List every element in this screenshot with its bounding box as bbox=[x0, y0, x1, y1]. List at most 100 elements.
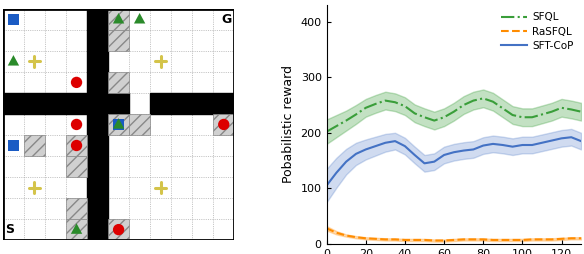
SFT-CoP bbox=[382, 141, 389, 144]
Bar bbox=[66, 93, 87, 114]
SFT-CoP bbox=[362, 148, 369, 151]
SFQL bbox=[440, 116, 447, 119]
SFQL bbox=[529, 116, 536, 119]
Bar bbox=[87, 51, 108, 72]
Circle shape bbox=[71, 140, 82, 151]
Bar bbox=[213, 114, 234, 135]
Circle shape bbox=[218, 119, 230, 130]
RaSFQL bbox=[372, 237, 379, 240]
RaSFQL bbox=[460, 238, 467, 241]
SFT-CoP bbox=[548, 139, 555, 142]
Bar bbox=[108, 30, 129, 51]
Bar bbox=[66, 198, 87, 219]
Bar bbox=[108, 219, 129, 240]
SFQL bbox=[343, 119, 350, 122]
SFQL bbox=[431, 119, 438, 122]
SFQL bbox=[323, 130, 330, 133]
SFT-CoP bbox=[450, 151, 457, 154]
Bar bbox=[213, 93, 234, 114]
SFQL bbox=[401, 105, 408, 108]
RaSFQL bbox=[421, 239, 428, 242]
RaSFQL bbox=[353, 236, 360, 239]
SFQL bbox=[519, 116, 526, 119]
Bar bbox=[87, 219, 108, 240]
Y-axis label: Pobabilistic reward: Pobabilistic reward bbox=[282, 66, 295, 183]
SFT-CoP bbox=[529, 144, 536, 147]
Bar bbox=[87, 9, 108, 30]
SFQL bbox=[353, 113, 360, 116]
RaSFQL bbox=[401, 239, 408, 242]
RaSFQL bbox=[548, 238, 555, 241]
SFQL bbox=[578, 110, 584, 113]
RaSFQL bbox=[450, 239, 457, 242]
SFT-CoP bbox=[538, 141, 545, 144]
Bar bbox=[192, 93, 213, 114]
Polygon shape bbox=[8, 55, 19, 66]
SFT-CoP bbox=[519, 144, 526, 147]
RaSFQL bbox=[509, 239, 516, 242]
SFQL bbox=[333, 125, 340, 128]
Bar bbox=[87, 93, 108, 114]
Bar bbox=[66, 135, 87, 156]
Bar bbox=[108, 9, 129, 30]
SFQL bbox=[538, 113, 545, 116]
SFQL bbox=[382, 99, 389, 102]
SFT-CoP bbox=[372, 145, 379, 148]
SFT-CoP bbox=[460, 149, 467, 152]
SFT-CoP bbox=[489, 142, 496, 146]
RaSFQL bbox=[519, 239, 526, 242]
SFT-CoP bbox=[499, 144, 506, 147]
SFT-CoP bbox=[479, 144, 486, 147]
RaSFQL bbox=[499, 239, 506, 242]
RaSFQL bbox=[333, 231, 340, 234]
SFT-CoP bbox=[401, 145, 408, 148]
Bar bbox=[113, 119, 124, 130]
SFT-CoP bbox=[411, 153, 418, 156]
SFQL bbox=[568, 108, 575, 111]
Text: G: G bbox=[221, 12, 232, 26]
SFQL bbox=[479, 97, 486, 100]
Bar bbox=[66, 156, 87, 177]
Bar bbox=[129, 114, 150, 135]
SFT-CoP bbox=[333, 171, 340, 174]
Text: S: S bbox=[5, 223, 15, 236]
Polygon shape bbox=[113, 118, 124, 129]
Bar bbox=[108, 93, 129, 114]
Bar bbox=[87, 156, 108, 177]
SFT-CoP bbox=[343, 160, 350, 163]
SFQL bbox=[411, 112, 418, 115]
Bar bbox=[87, 198, 108, 219]
SFT-CoP bbox=[578, 140, 584, 143]
Circle shape bbox=[113, 224, 124, 235]
Bar bbox=[45, 93, 66, 114]
SFQL bbox=[548, 110, 555, 113]
SFT-CoP bbox=[323, 184, 330, 187]
RaSFQL bbox=[529, 238, 536, 241]
RaSFQL bbox=[362, 237, 369, 240]
SFQL bbox=[460, 103, 467, 106]
RaSFQL bbox=[343, 234, 350, 237]
SFT-CoP bbox=[470, 148, 477, 151]
SFT-CoP bbox=[353, 152, 360, 155]
Bar bbox=[24, 135, 45, 156]
Polygon shape bbox=[134, 13, 145, 24]
SFQL bbox=[509, 114, 516, 117]
Line: RaSFQL: RaSFQL bbox=[326, 228, 581, 241]
Bar bbox=[3, 93, 24, 114]
Bar bbox=[150, 93, 171, 114]
Bar bbox=[8, 140, 19, 151]
SFQL bbox=[499, 107, 506, 110]
Bar bbox=[87, 72, 108, 93]
Bar bbox=[87, 30, 108, 51]
Circle shape bbox=[71, 77, 82, 88]
SFQL bbox=[362, 106, 369, 109]
RaSFQL bbox=[479, 238, 486, 241]
RaSFQL bbox=[392, 238, 399, 241]
Legend: SFQL, RaSFQL, SFT-CoP: SFQL, RaSFQL, SFT-CoP bbox=[499, 10, 576, 53]
RaSFQL bbox=[382, 238, 389, 241]
Polygon shape bbox=[113, 13, 124, 24]
Line: SFT-CoP: SFT-CoP bbox=[326, 137, 581, 185]
Bar bbox=[87, 177, 108, 198]
Bar bbox=[8, 14, 19, 25]
RaSFQL bbox=[431, 239, 438, 242]
